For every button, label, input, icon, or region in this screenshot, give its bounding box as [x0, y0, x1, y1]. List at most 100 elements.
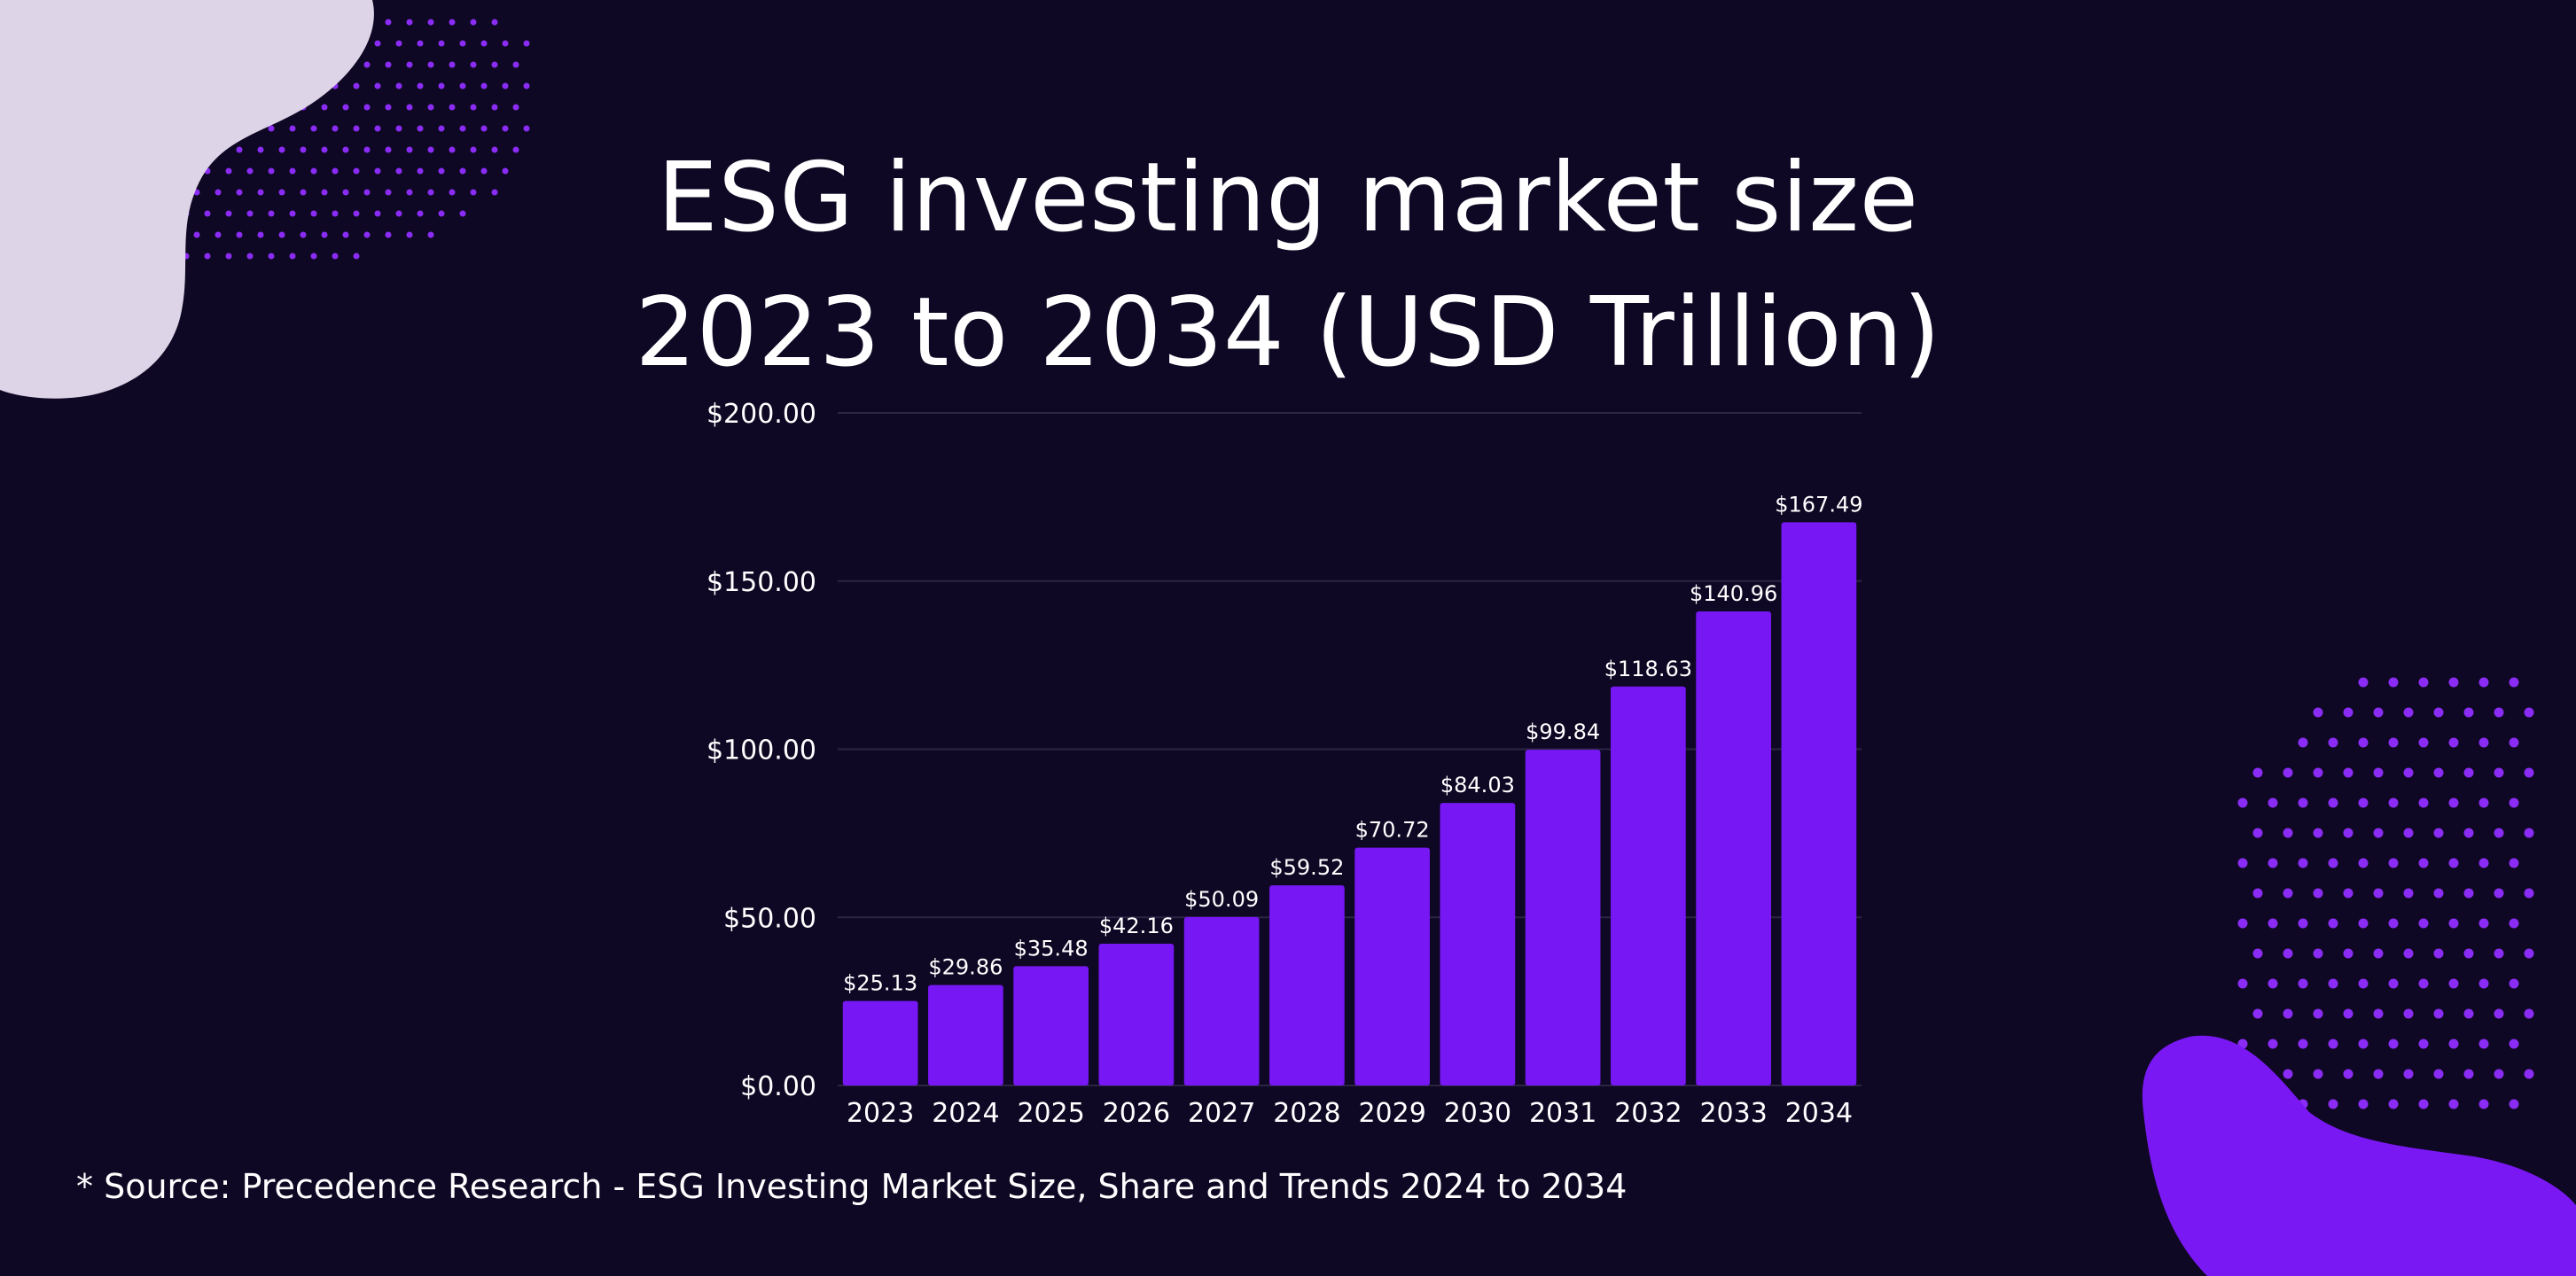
- decor-dot: [2463, 1069, 2474, 1079]
- decor-dot: [2313, 948, 2323, 959]
- decor-dot: [2448, 1039, 2459, 1049]
- decor-dot: [491, 146, 498, 153]
- decor-dot: [470, 19, 477, 26]
- decor-dot: [2478, 918, 2489, 929]
- decor-dot: [406, 231, 413, 238]
- purple-blob-shape: [2142, 1035, 2576, 1276]
- decor-dot: [2478, 1039, 2489, 1049]
- decor-dot: [2388, 677, 2399, 688]
- decor-dot: [2448, 978, 2459, 989]
- decor-dot: [406, 104, 413, 111]
- bar-2026: [1098, 944, 1175, 1085]
- decor-dot: [225, 167, 232, 175]
- decor-dot: [2328, 798, 2338, 808]
- decor-dot: [395, 167, 402, 175]
- decor-dot: [374, 210, 381, 217]
- decor-dot: [480, 125, 488, 132]
- x-tick-label: 2032: [1614, 1098, 1682, 1129]
- value-label: $167.49: [1775, 492, 1862, 517]
- decor-dot: [2509, 677, 2519, 688]
- decor-dot: [2509, 978, 2519, 989]
- decor-dot: [321, 146, 328, 153]
- decor-dot: [289, 210, 296, 217]
- decor-dot: [2388, 798, 2399, 808]
- decor-dot: [459, 167, 466, 175]
- decor-dot: [523, 82, 530, 89]
- decor-dot: [225, 253, 232, 260]
- decor-dot: [2509, 918, 2519, 929]
- decor-dot: [2283, 888, 2293, 899]
- decor-dot: [2403, 828, 2414, 838]
- decor-dot: [2524, 828, 2534, 838]
- decor-dot: [512, 146, 519, 153]
- bar-2032: [1611, 686, 1686, 1085]
- decor-dot: [321, 104, 328, 111]
- x-tick-label: 2028: [1273, 1098, 1340, 1129]
- decor-dot: [2343, 828, 2354, 838]
- decor-dot: [2478, 1099, 2489, 1109]
- x-tick-label: 2033: [1699, 1098, 1767, 1129]
- decor-dot: [2509, 798, 2519, 808]
- decor-dot: [374, 40, 381, 47]
- decor-dot: [2358, 918, 2369, 929]
- decor-dot: [278, 231, 285, 238]
- decor-dot: [2313, 888, 2323, 899]
- value-label: $140.96: [1690, 581, 1777, 606]
- decor-dot: [2328, 918, 2338, 929]
- y-tick-label: $0.00: [740, 1071, 816, 1102]
- decor-dot: [2313, 767, 2323, 778]
- decor-dot: [2388, 1039, 2399, 1049]
- decor-dot: [310, 167, 317, 175]
- decor-dot: [332, 253, 339, 260]
- decor-dot: [491, 104, 498, 111]
- decor-dot: [268, 125, 275, 132]
- chart-title-line-1: ESG investing market size: [657, 143, 1919, 253]
- decor-dot: [2358, 978, 2369, 989]
- bars: [842, 522, 1857, 1085]
- value-labels: $25.13 $29.86 $35.48 $42.16 $50.09 $59.52 $70.…: [843, 492, 1862, 995]
- decor-dot: [406, 189, 413, 196]
- decor-dot: [459, 125, 466, 132]
- decor-dot: [417, 125, 424, 132]
- decor-dot: [268, 210, 275, 217]
- decor-dot: [2403, 767, 2414, 778]
- decor-dot: [395, 210, 402, 217]
- decor-dot: [300, 189, 307, 196]
- decor-dot: [278, 146, 285, 153]
- decor-dot: [2509, 1039, 2519, 1049]
- decor-dot: [427, 19, 434, 26]
- decor-dot: [2343, 948, 2354, 959]
- decor-dot: [449, 61, 456, 68]
- decor-dot: [193, 231, 200, 238]
- decor-dot: [2252, 828, 2263, 838]
- decor-dot: [353, 210, 360, 217]
- bar-2029: [1354, 847, 1430, 1085]
- decor-dot: [342, 146, 349, 153]
- decor-dot: [480, 167, 488, 175]
- decor-dot: [2403, 1008, 2414, 1019]
- decor-dot: [2373, 767, 2384, 778]
- decor-dot: [363, 189, 371, 196]
- decor-dot: [385, 189, 392, 196]
- decor-dot: [2433, 767, 2444, 778]
- decor-dot: [459, 82, 466, 89]
- decor-dot: [2328, 1099, 2338, 1109]
- decor-dot: [2313, 1008, 2323, 1019]
- decor-dot: [523, 125, 530, 132]
- decor-dot: [300, 231, 307, 238]
- decor-dot: [2373, 1069, 2384, 1079]
- decor-dot: [395, 40, 402, 47]
- decor-dot: [2463, 948, 2474, 959]
- decor-dot: [449, 19, 456, 26]
- decor-dot: [2252, 888, 2263, 899]
- decor-dot: [427, 104, 434, 111]
- decor-dot: [512, 61, 519, 68]
- decor-dot: [2418, 918, 2429, 929]
- decor-dot: [2524, 1008, 2534, 1019]
- decor-dot: [2494, 767, 2504, 778]
- decor-dot: [385, 146, 392, 153]
- decor-dot: [2478, 798, 2489, 808]
- decor-dot: [502, 82, 509, 89]
- decor-dot: [427, 231, 434, 238]
- decor-dot: [353, 125, 360, 132]
